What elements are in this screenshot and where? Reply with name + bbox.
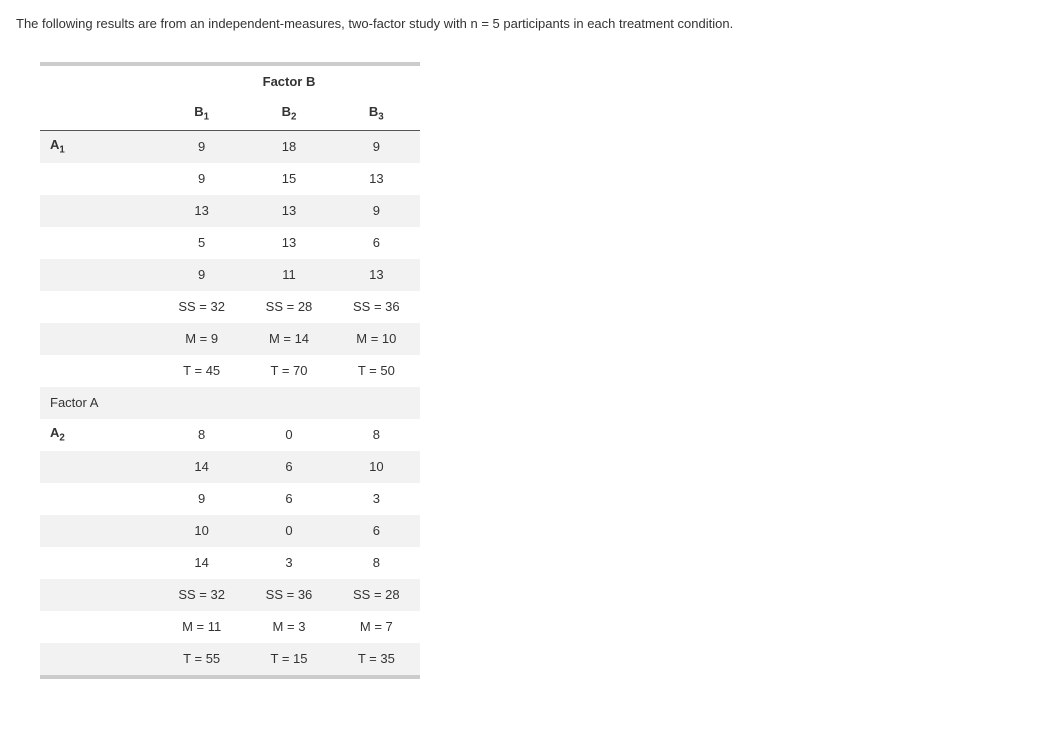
cell-ss: SS = 36 (245, 579, 332, 611)
ss-row: SS = 32 SS = 28 SS = 36 (40, 291, 420, 323)
cell: 6 (245, 451, 332, 483)
cell: 9 (158, 259, 245, 291)
cell-ss: SS = 32 (158, 291, 245, 323)
cell: 10 (333, 451, 420, 483)
intro-text: The following results are from an indepe… (16, 14, 1048, 34)
t-row: T = 45 T = 70 T = 50 (40, 355, 420, 387)
cell: 8 (158, 419, 245, 451)
blank (40, 163, 158, 195)
cell: 9 (158, 163, 245, 195)
blank (40, 483, 158, 515)
blank (40, 579, 158, 611)
cell-t: T = 15 (245, 643, 332, 677)
table-row: 9 6 3 (40, 483, 420, 515)
factor-a-label: Factor A (40, 387, 158, 419)
m-row: M = 11 M = 3 M = 7 (40, 611, 420, 643)
table-row: 14 6 10 (40, 451, 420, 483)
col-b1: B1 (158, 98, 245, 131)
m-row: M = 9 M = 14 M = 10 (40, 323, 420, 355)
cell: 3 (245, 547, 332, 579)
table-row: 9 15 13 (40, 163, 420, 195)
table-row: A1 9 18 9 (40, 130, 420, 163)
cell: 9 (158, 130, 245, 163)
cell-m: M = 7 (333, 611, 420, 643)
blank (40, 515, 158, 547)
cell-t: T = 45 (158, 355, 245, 387)
cell-t: T = 50 (333, 355, 420, 387)
cell-ss: SS = 36 (333, 291, 420, 323)
cell: 10 (158, 515, 245, 547)
col-b3: B3 (333, 98, 420, 131)
factor-b-label: Factor B (158, 64, 420, 98)
cell: 9 (158, 483, 245, 515)
cell-m: M = 11 (158, 611, 245, 643)
cell-t: T = 35 (333, 643, 420, 677)
cell-t: T = 55 (158, 643, 245, 677)
cell-ss: SS = 28 (245, 291, 332, 323)
cell-m: M = 9 (158, 323, 245, 355)
row-a2-label: A2 (40, 419, 158, 451)
row-a1-label: A1 (40, 130, 158, 163)
cell: 0 (245, 419, 332, 451)
blank (40, 98, 158, 131)
table-row: 9 11 13 (40, 259, 420, 291)
cell: 13 (333, 163, 420, 195)
cell: 8 (333, 547, 420, 579)
blank (40, 547, 158, 579)
column-header-row: B1 B2 B3 (40, 98, 420, 131)
cell: 15 (245, 163, 332, 195)
cell: 13 (245, 195, 332, 227)
cell: 8 (333, 419, 420, 451)
blank (40, 323, 158, 355)
cell: 14 (158, 451, 245, 483)
blank (40, 64, 158, 98)
cell-t: T = 70 (245, 355, 332, 387)
blank (40, 355, 158, 387)
cell: 9 (333, 130, 420, 163)
cell: 3 (333, 483, 420, 515)
cell: 9 (333, 195, 420, 227)
blank (245, 387, 332, 419)
table-row: 14 3 8 (40, 547, 420, 579)
cell-ss: SS = 32 (158, 579, 245, 611)
blank (40, 227, 158, 259)
ss-row: SS = 32 SS = 36 SS = 28 (40, 579, 420, 611)
t-row: T = 55 T = 15 T = 35 (40, 643, 420, 677)
anova-table: Factor B B1 B2 B3 A1 9 18 9 9 15 13 (40, 62, 420, 679)
table-row: 5 13 6 (40, 227, 420, 259)
table-row: A2 8 0 8 (40, 419, 420, 451)
blank (158, 387, 245, 419)
cell: 5 (158, 227, 245, 259)
table-row: 13 13 9 (40, 195, 420, 227)
factor-b-header-row: Factor B (40, 64, 420, 98)
cell: 18 (245, 130, 332, 163)
blank (40, 643, 158, 677)
blank (40, 291, 158, 323)
factor-a-row: Factor A (40, 387, 420, 419)
cell: 6 (245, 483, 332, 515)
blank (40, 259, 158, 291)
cell-m: M = 10 (333, 323, 420, 355)
cell: 13 (333, 259, 420, 291)
cell: 14 (158, 547, 245, 579)
cell: 13 (245, 227, 332, 259)
blank (40, 451, 158, 483)
cell-m: M = 14 (245, 323, 332, 355)
cell: 0 (245, 515, 332, 547)
blank (333, 387, 420, 419)
blank (40, 195, 158, 227)
cell-ss: SS = 28 (333, 579, 420, 611)
table-row: 10 0 6 (40, 515, 420, 547)
cell: 6 (333, 227, 420, 259)
col-b2: B2 (245, 98, 332, 131)
blank (40, 611, 158, 643)
cell: 13 (158, 195, 245, 227)
cell-m: M = 3 (245, 611, 332, 643)
anova-table-wrap: Factor B B1 B2 B3 A1 9 18 9 9 15 13 (40, 62, 1048, 679)
cell: 6 (333, 515, 420, 547)
cell: 11 (245, 259, 332, 291)
